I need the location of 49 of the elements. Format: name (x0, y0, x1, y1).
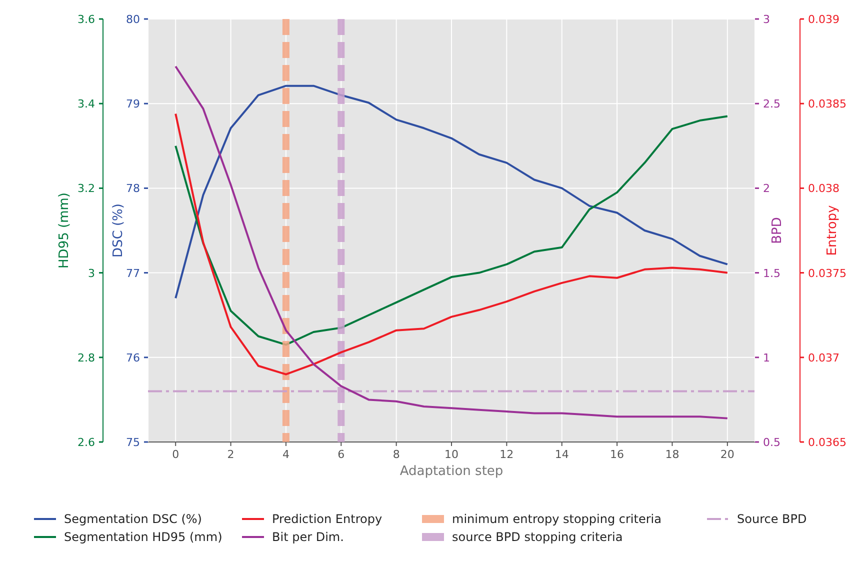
y2-tick-label: 0.0365 (808, 436, 846, 449)
legend-label: Segmentation HD95 (mm) (64, 530, 222, 544)
y-axis-title: BPD (770, 217, 785, 244)
y3-axis-title: HD95 (mm) (57, 192, 72, 268)
y2-tick-label: 0.037 (808, 351, 840, 364)
y3-tick-label: 3.4 (78, 98, 95, 111)
x-tick-label: 6 (338, 448, 345, 461)
x-tick-label: 18 (665, 448, 680, 461)
y-tick-label: 79 (126, 98, 140, 111)
x-axis-title: Adaptation step (400, 464, 504, 479)
y-tick-label: 0.5 (763, 436, 780, 449)
x-tick-label: 14 (554, 448, 569, 461)
y-tick-label: 77 (126, 266, 140, 280)
y-tick-label: 75 (126, 436, 140, 449)
legend-label: Bit per Dim. (272, 530, 344, 544)
y3-tick-label: 3.6 (78, 13, 95, 26)
x-tick-label: 20 (720, 448, 734, 461)
x-tick-label: 12 (500, 448, 514, 461)
y2-tick-label: 0.038 (808, 182, 840, 196)
line-series (174, 84, 728, 300)
y2-tick-label: 0.039 (808, 13, 840, 26)
legend-label: source BPD stopping criteria (452, 530, 623, 544)
y3-tick-label: 2.6 (78, 436, 95, 449)
y-tick-label: 2.5 (763, 98, 780, 111)
y2-tick-label: 0.0385 (808, 98, 846, 111)
y-tick-label: 3 (763, 13, 770, 26)
legend-label: minimum entropy stopping criteria (452, 512, 662, 526)
legend-label: Segmentation DSC (%) (64, 512, 202, 526)
y-tick-label: 78 (126, 182, 140, 196)
y3-tick-label: 3.2 (78, 182, 95, 196)
y-tick-label: 80 (126, 13, 140, 26)
y2-axis-title: Entropy (825, 204, 840, 256)
x-tick-label: 8 (392, 448, 400, 461)
y3-tick-label: 2.8 (78, 351, 95, 364)
line-series (174, 65, 728, 420)
x-tick-label: 4 (282, 448, 290, 461)
y-tick-label: 2 (763, 182, 770, 196)
legend-label: Source BPD (737, 512, 807, 526)
y2-tick-label: 0.0375 (808, 266, 846, 280)
y3-tick-label: 3 (88, 266, 95, 280)
y-tick-label: 1 (763, 351, 770, 364)
x-tick-label: 2 (227, 448, 234, 461)
y-tick-label: 1.5 (763, 266, 780, 280)
x-tick-label: 10 (444, 448, 458, 461)
x-tick-label: 0 (172, 448, 180, 461)
y-axis-title: DSC (%) (111, 204, 126, 258)
legend-label: Prediction Entropy (272, 512, 382, 526)
y-tick-label: 76 (126, 351, 140, 364)
x-tick-label: 16 (610, 448, 624, 461)
